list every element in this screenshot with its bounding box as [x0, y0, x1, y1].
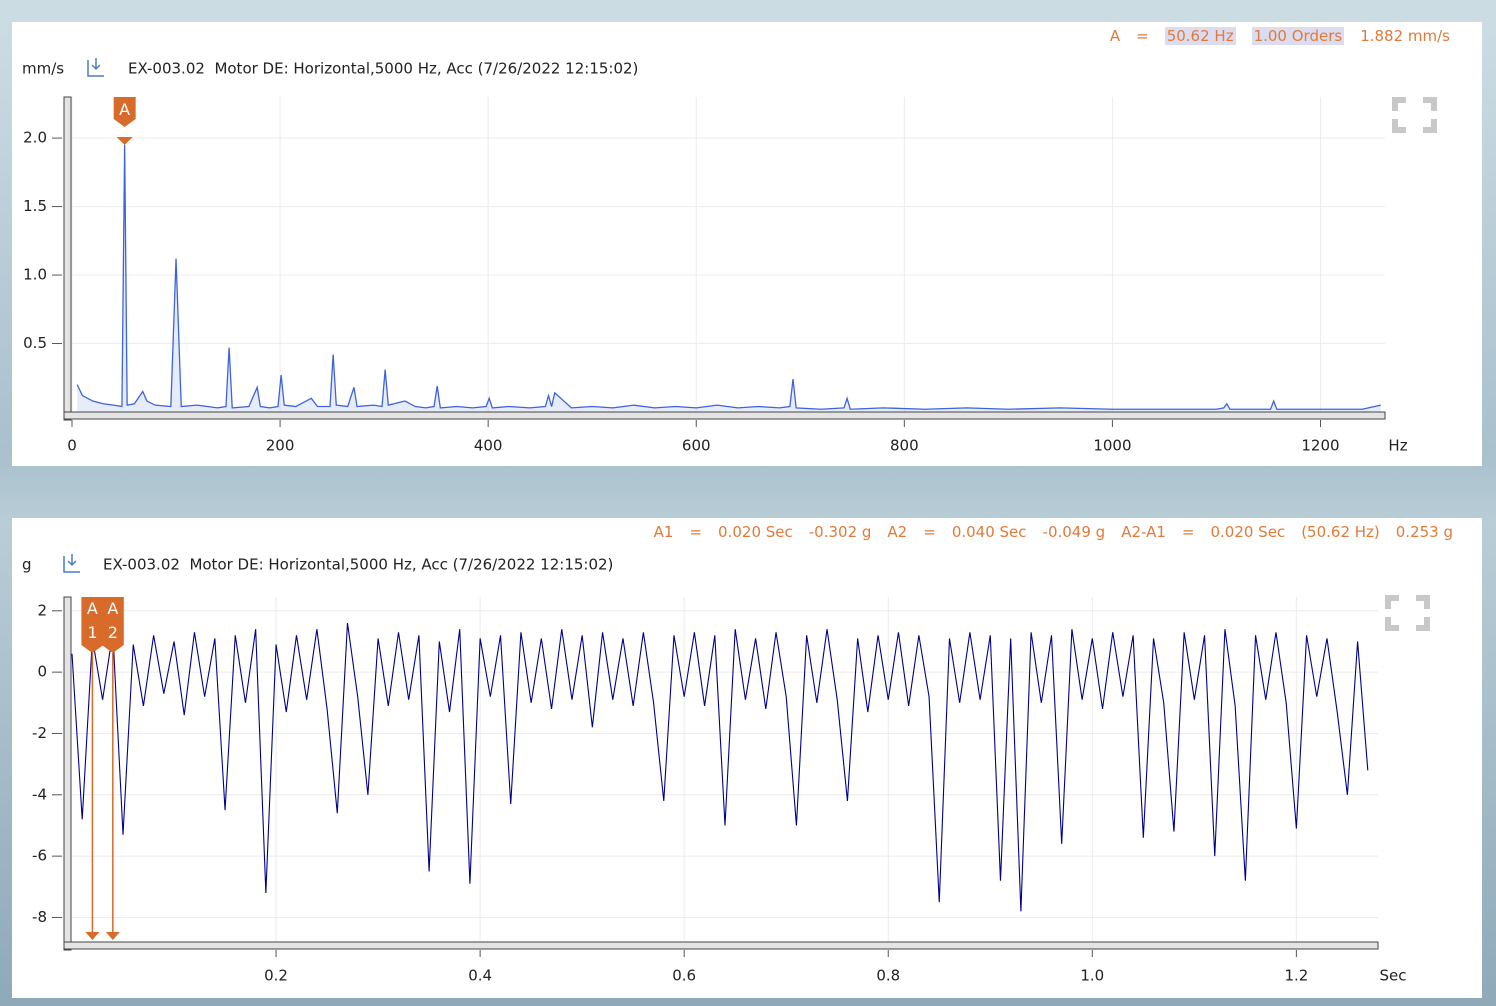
x-axis-bar — [63, 941, 1379, 950]
y-tick-label: 0 — [37, 663, 47, 681]
chart-title: EX-003.02 Motor DE: Horizontal,5000 Hz, … — [128, 60, 638, 78]
download-icon[interactable] — [87, 58, 104, 77]
data-line — [76, 144, 1381, 410]
x-tick-label: 1.2 — [1284, 967, 1308, 985]
cursor-arrow — [105, 932, 120, 940]
readout-text: = — [923, 523, 936, 541]
y-unit: g — [22, 556, 32, 574]
x-tick-label: 1200 — [1301, 437, 1339, 455]
y-tick-label: -4 — [32, 785, 47, 803]
x-unit: Hz — [1388, 437, 1407, 455]
x-tick-label: 200 — [266, 437, 295, 455]
readout-text: 50.62 Hz — [1164, 27, 1236, 45]
cursor-readout: A1 = 0.020 Sec -0.302 g A2 = 0.040 Sec -0.049 g… — [654, 523, 1453, 541]
y-axis-bar — [63, 96, 72, 421]
readout-text: 0.253 g — [1395, 523, 1453, 541]
panel — [12, 518, 1482, 998]
readout-text: -0.302 g — [808, 523, 872, 541]
y-tick-label: 0.5 — [23, 334, 47, 352]
readout-text: 0.020 Sec — [1210, 523, 1286, 541]
x-axis-bar — [63, 411, 1386, 420]
y-tick-label: 1.5 — [23, 197, 47, 215]
readout-text: A2 — [887, 523, 908, 541]
readout-text: 0.040 Sec — [951, 523, 1027, 541]
panel — [12, 22, 1482, 466]
y-axis-bar — [63, 596, 72, 951]
cursor-arrow — [85, 932, 100, 940]
readout-text: = — [1136, 27, 1149, 45]
readout-text: A — [1109, 27, 1121, 45]
y-tick-label: -6 — [32, 847, 47, 865]
x-tick-label: 0.8 — [876, 967, 900, 985]
x-tick-label: 0.2 — [264, 967, 288, 985]
download-icon[interactable] — [63, 554, 80, 573]
x-tick-label: 1000 — [1093, 437, 1131, 455]
cursor-flag — [113, 97, 136, 127]
y-tick-label: 2.0 — [23, 129, 47, 147]
x-tick-label: 0 — [67, 437, 77, 455]
x-unit: Sec — [1380, 967, 1407, 985]
y-tick-label: -2 — [32, 724, 47, 742]
readout-text: = — [689, 523, 703, 541]
readout-text: (50.62 Hz) — [1301, 523, 1380, 541]
cursor-arrow — [116, 137, 133, 145]
data-line — [71, 622, 1369, 912]
readout-text: 0.020 Sec — [718, 523, 793, 541]
cursor-readout: A = 50.62 Hz 1.00 Orders 1.882 mm/s — [1110, 27, 1450, 45]
x-tick-label: 1.0 — [1080, 967, 1104, 985]
readout-text: 1.882 mm/s — [1360, 27, 1450, 45]
cursor-label: A1 — [86, 599, 98, 642]
readout-text: = — [1181, 523, 1195, 541]
cursor-flag — [81, 597, 104, 653]
cursor-label: A — [119, 100, 131, 119]
x-tick-label: 800 — [890, 437, 919, 455]
expand-icon[interactable] — [1392, 97, 1437, 133]
cursor-label: A2 — [107, 599, 119, 642]
readout-text: 1.00 Orders — [1251, 27, 1345, 45]
x-tick-label: 0.6 — [672, 967, 696, 985]
y-tick-label: 1.0 — [23, 266, 47, 284]
readout-text: A2-A1 — [1121, 523, 1166, 541]
readout-text: -0.049 g — [1042, 523, 1106, 541]
x-tick-label: 600 — [682, 437, 711, 455]
cursor-flag — [101, 597, 124, 653]
y-tick-label: -8 — [32, 908, 47, 926]
y-tick-label: 2 — [37, 601, 47, 619]
x-tick-label: 400 — [474, 437, 503, 455]
readout-text: A1 — [653, 523, 674, 541]
y-unit: mm/s — [22, 60, 64, 78]
chart-title: EX-003.02 Motor DE: Horizontal,5000 Hz, … — [103, 556, 613, 574]
x-tick-label: 0.4 — [468, 967, 492, 985]
expand-icon[interactable] — [1385, 595, 1430, 631]
